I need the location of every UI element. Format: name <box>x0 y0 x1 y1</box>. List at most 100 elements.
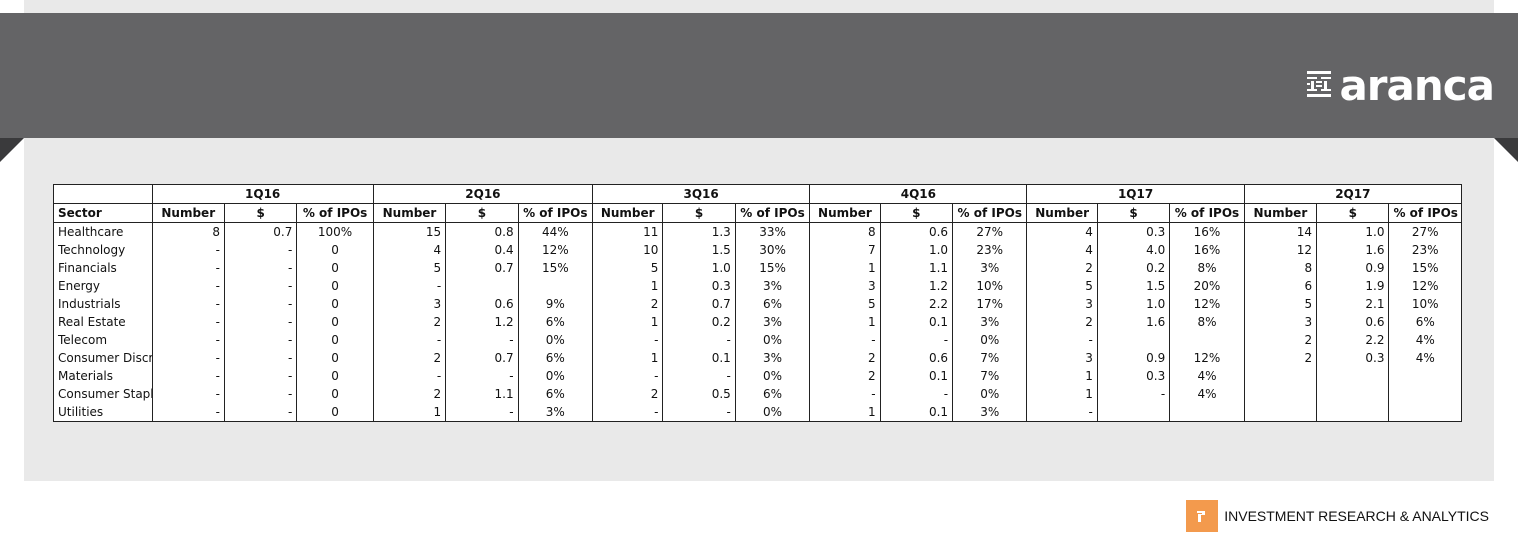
ipo-sector-table: 1Q16 2Q16 3Q16 4Q16 1Q17 2Q17 Sector Number $%… <box>53 184 1463 422</box>
amount-cell: 1.0 <box>1096 295 1171 313</box>
percent-cell: 3% <box>734 349 811 367</box>
number-cell: 3 <box>1026 349 1098 367</box>
amount-cell: 1.9 <box>1316 277 1390 295</box>
table-row: Materials - -0- -0% - -0% 2 0.1 7% 1 0.3 4% <box>53 367 1462 385</box>
quarter-header: 2Q16 <box>372 184 594 204</box>
amount-cell: 0.7 <box>445 349 519 367</box>
amount-cell: - <box>223 277 298 295</box>
percent-cell: 6% <box>1388 313 1462 331</box>
table-row: Financials - -0 5 0.7 15% 5 1.0 15% 1 1.1 3% 2 0.2 8% 8… <box>53 259 1462 277</box>
quarter-header: 3Q16 <box>592 184 811 204</box>
amount-cell: 0.1 <box>879 367 954 385</box>
percent-cell <box>1388 367 1462 385</box>
number-cell: - <box>151 367 225 385</box>
top-panel <box>24 0 1494 14</box>
amount-cell: 2.2 <box>879 295 954 313</box>
percent-cell: 0 <box>296 277 374 295</box>
number-cell: - <box>809 385 881 403</box>
footer-branding: INVESTMENT RESEARCH & ANALYTICS <box>1186 500 1489 532</box>
percent-cell: 17% <box>952 295 1028 313</box>
number-cell: 2 <box>372 313 447 331</box>
number-cell: 1 <box>592 313 664 331</box>
percent-cell: 7% <box>952 349 1028 367</box>
percent-cell: 0% <box>734 331 811 349</box>
amount-cell <box>445 277 519 295</box>
amount-cell: - <box>445 367 519 385</box>
amount-cell: 1.6 <box>1316 241 1390 259</box>
amount-cell: 0.3 <box>662 277 736 295</box>
amount-cell: - <box>223 313 298 331</box>
number-cell: 5 <box>372 259 447 277</box>
percent-cell: 16% <box>1169 241 1245 259</box>
amount-cell: 0.2 <box>1096 259 1171 277</box>
number-cell: 11 <box>592 222 664 241</box>
percent-cell: 3% <box>952 313 1028 331</box>
banner-fold-right <box>1494 138 1518 162</box>
amount-cell: 1.1 <box>879 259 954 277</box>
number-cell <box>1243 385 1318 403</box>
quarter-header-row: 1Q16 2Q16 3Q16 4Q16 1Q17 2Q17 <box>53 184 1463 204</box>
amount-cell: 0.3 <box>1096 222 1171 241</box>
percent-ipos-column-header: % of IPOs <box>517 203 594 223</box>
number-cell: 12 <box>1243 241 1318 259</box>
amount-cell <box>1316 403 1390 422</box>
amount-cell: 0.2 <box>662 313 736 331</box>
number-cell: 1 <box>592 277 664 295</box>
percent-cell: 0% <box>517 331 594 349</box>
percent-cell: 6% <box>517 313 594 331</box>
percent-cell: 27% <box>1388 222 1462 241</box>
sector-cell: Consumer Stapl <box>53 385 153 403</box>
number-cell: 5 <box>1026 277 1098 295</box>
amount-cell: 0.6 <box>1316 313 1390 331</box>
percent-cell <box>1169 403 1245 422</box>
aranca-footer-icon <box>1186 500 1219 532</box>
amount-cell: - <box>223 331 298 349</box>
number-cell: 8 <box>809 222 881 241</box>
percent-cell: 33% <box>734 222 811 241</box>
percent-cell <box>1169 331 1245 349</box>
percent-cell: 8% <box>1169 259 1245 277</box>
percent-cell: 6% <box>734 295 811 313</box>
amount-cell: 1.3 <box>662 222 736 241</box>
table-body: Healthcare 8 0.7 100% 15 0.8 44% 11 1.3 33% 8 0.6 27… <box>53 222 1462 422</box>
percent-cell: 12% <box>1388 277 1462 295</box>
percent-ipos-column-header: % of IPOs <box>1169 203 1245 223</box>
number-cell: 1 <box>1026 367 1098 385</box>
number-cell: 8 <box>1243 259 1318 277</box>
amount-cell: - <box>223 349 298 367</box>
amount-cell: - <box>223 403 298 422</box>
amount-cell: 1.2 <box>879 277 954 295</box>
percent-cell: 15% <box>1388 259 1462 277</box>
number-cell: 2 <box>1243 349 1318 367</box>
percent-cell: 3% <box>517 403 594 422</box>
number-cell: - <box>151 277 225 295</box>
percent-cell: 30% <box>734 241 811 259</box>
number-cell: 3 <box>809 277 881 295</box>
number-cell: - <box>372 367 447 385</box>
number-cell: 4 <box>1026 241 1098 259</box>
percent-cell: 7% <box>952 367 1028 385</box>
number-cell: - <box>151 259 225 277</box>
number-cell: - <box>151 313 225 331</box>
percent-ipos-column-header: % of IPOs <box>952 203 1028 223</box>
sector-cell: Industrials <box>53 295 153 313</box>
percent-cell <box>1388 385 1462 403</box>
sector-cell: Consumer Discr <box>53 349 153 367</box>
amount-cell: - <box>879 331 954 349</box>
number-cell: - <box>592 403 664 422</box>
number-cell: 2 <box>592 295 664 313</box>
amount-column-header: $ <box>223 203 298 223</box>
percent-cell: 0 <box>296 241 374 259</box>
amount-cell: 0.1 <box>662 349 736 367</box>
amount-column-header: $ <box>662 203 736 223</box>
number-cell: 1 <box>1026 385 1098 403</box>
empty-corner-cell <box>53 184 153 204</box>
amount-cell: 1.0 <box>1316 222 1390 241</box>
number-cell <box>1243 403 1318 422</box>
amount-cell: 0.6 <box>879 349 954 367</box>
number-cell: 7 <box>809 241 881 259</box>
number-cell: 8 <box>151 222 225 241</box>
amount-cell: 1.5 <box>1096 277 1171 295</box>
amount-cell: 0.6 <box>879 222 954 241</box>
amount-cell: 1.5 <box>662 241 736 259</box>
